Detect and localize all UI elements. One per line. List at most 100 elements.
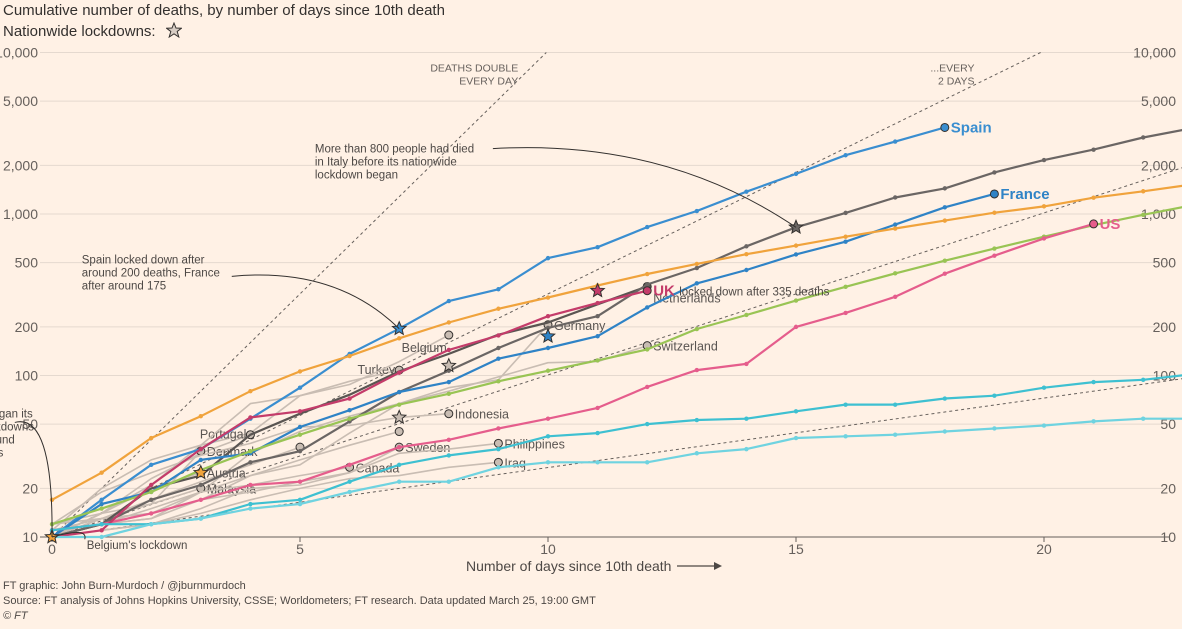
data-point [1041, 236, 1047, 241]
data-point [496, 306, 501, 311]
data-point [1091, 147, 1096, 152]
data-point [545, 434, 551, 439]
data-point [893, 195, 898, 200]
data-point [198, 516, 203, 521]
data-point [694, 261, 699, 267]
data-point [1091, 419, 1096, 424]
data-point [595, 244, 600, 250]
series-label: Philippines [504, 437, 564, 451]
data-point [496, 426, 501, 431]
annotation-text: China began its [0, 408, 33, 420]
series-indonesia: Indonesia [51, 408, 509, 525]
lockdown-star [540, 327, 556, 343]
lockdown-star [192, 464, 209, 480]
data-point [843, 234, 848, 239]
data-point [347, 353, 352, 359]
x-axis-title: Number of days since 10th death [466, 558, 723, 574]
data-point [744, 251, 749, 257]
annotation-text: around 200 deaths, France [82, 267, 220, 279]
data-point [545, 460, 551, 465]
data-point [49, 497, 55, 502]
data-point [347, 416, 352, 421]
annotation-text: in Italy before its nationwide [315, 157, 457, 169]
annotation-text: after around 175 [82, 280, 166, 292]
data-point [942, 205, 947, 210]
data-point [595, 300, 600, 306]
end-marker [444, 330, 454, 340]
data-point [694, 367, 699, 373]
data-point [248, 506, 253, 511]
data-point [1141, 377, 1146, 383]
footer-copyright: © FT [3, 610, 28, 622]
lockdown-legend-label: Nationwide lockdowns: [3, 23, 156, 40]
data-point [545, 295, 551, 300]
data-point [992, 170, 997, 175]
data-point [893, 271, 898, 276]
data-point [496, 333, 501, 338]
data-point [496, 356, 501, 361]
data-point [1091, 379, 1096, 385]
series-s-korea: S Korea: early and large-scale testing a… [49, 374, 1182, 533]
data-point [595, 460, 600, 465]
data-point [893, 432, 898, 437]
data-point [942, 396, 947, 401]
x-tick-label: 0 [48, 541, 56, 557]
data-point [297, 385, 303, 390]
data-point [645, 305, 650, 310]
data-point [99, 506, 104, 511]
y-tick-label-right: 20 [1160, 480, 1176, 496]
series-us: US [49, 216, 1121, 533]
data-point [446, 391, 451, 397]
reference-label: ...EVERY [930, 63, 974, 75]
annotation-text: strict lockdowns [0, 421, 34, 433]
y-tick-label-left: 100 [15, 368, 39, 384]
data-point [645, 282, 650, 287]
annotation-text: after around [0, 434, 15, 446]
end-marker [989, 189, 999, 199]
data-point [694, 417, 699, 423]
end-marker [940, 122, 950, 132]
series-label: France [1000, 186, 1049, 203]
data-point [1141, 416, 1146, 421]
lockdown-star [391, 409, 408, 425]
series-germany: Germany [51, 319, 606, 538]
data-point [843, 284, 848, 290]
end-marker [444, 409, 454, 419]
data-point [297, 479, 303, 484]
data-point [397, 336, 402, 341]
data-point [843, 153, 848, 158]
y-tick-label-left: 10 [22, 529, 38, 545]
footer-credit: FT graphic: John Burn-Murdoch / @jburnmu… [3, 580, 246, 592]
data-point [843, 310, 848, 316]
data-point [248, 501, 253, 507]
end-marker [493, 457, 503, 467]
data-point [744, 189, 749, 194]
series-label: Switzerland [653, 340, 718, 354]
x-tick-label: 15 [788, 541, 804, 557]
data-point [297, 424, 303, 430]
annotation-text: Spain locked down after [82, 254, 205, 266]
y-tick-label-right: 100 [1153, 368, 1177, 384]
data-point [942, 186, 947, 191]
series-label: Turkey [357, 363, 395, 377]
data-point [248, 482, 253, 488]
end-marker [493, 438, 503, 448]
data-point [793, 409, 799, 414]
series-label: Indonesia [455, 408, 509, 422]
data-point [347, 489, 352, 495]
data-point [793, 298, 799, 303]
reference-line-doubling-every-3-days [51, 167, 1182, 538]
data-point [545, 345, 551, 351]
x-axis-title-text: Number of days since 10th death [466, 558, 672, 574]
data-point [149, 489, 154, 495]
data-point [446, 298, 451, 304]
data-point [942, 429, 947, 434]
y-tick-label-left: 5,000 [3, 93, 38, 109]
series-line [51, 433, 251, 525]
series-label: US [1100, 216, 1121, 233]
data-point [1141, 189, 1146, 194]
series-line [51, 285, 648, 539]
data-point [595, 358, 600, 363]
data-point [694, 451, 699, 456]
data-point [198, 413, 203, 419]
